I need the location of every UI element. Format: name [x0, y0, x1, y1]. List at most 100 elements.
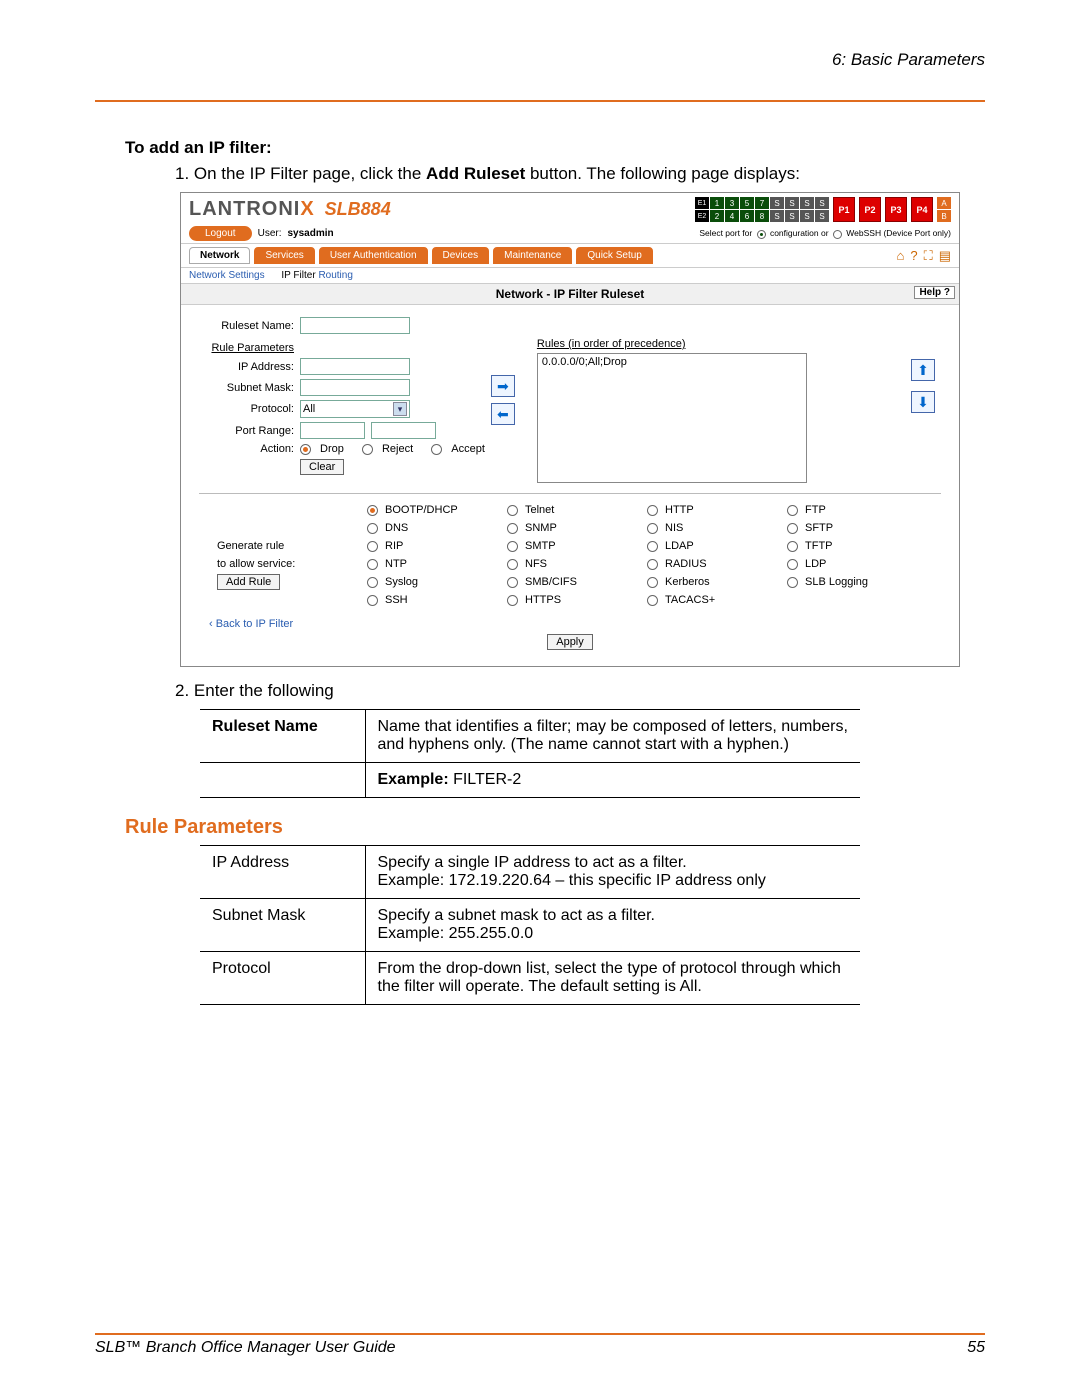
- step1-prefix: 1. On the IP Filter page, click the: [175, 164, 426, 183]
- b-button[interactable]: B: [937, 210, 951, 222]
- p4-button[interactable]: P4: [911, 197, 933, 222]
- radio-service-bootp-dhcp[interactable]: [367, 505, 378, 516]
- radio-config[interactable]: [757, 230, 766, 239]
- protocol-label: Protocol:: [199, 403, 294, 415]
- radio-service-http[interactable]: [647, 505, 658, 516]
- tab-devices[interactable]: Devices: [432, 247, 490, 264]
- radio-service-tacacs-[interactable]: [647, 595, 658, 606]
- radio-webssh[interactable]: [833, 230, 842, 239]
- service-label: NTP: [385, 558, 407, 570]
- port-s2[interactable]: S: [785, 197, 799, 209]
- protocol-select[interactable]: All▾: [300, 400, 410, 418]
- radio-service-slb-logging[interactable]: [787, 577, 798, 588]
- radio-drop[interactable]: [300, 444, 311, 455]
- radio-service-ssh[interactable]: [367, 595, 378, 606]
- port-range-to[interactable]: [371, 422, 436, 439]
- port-3[interactable]: 3: [725, 197, 739, 209]
- radio-service-nis[interactable]: [647, 523, 658, 534]
- ruleset-name-label: Ruleset Name:: [199, 320, 294, 332]
- radio-service-radius[interactable]: [647, 559, 658, 570]
- param-key: Protocol: [200, 952, 365, 1005]
- port-s8[interactable]: S: [815, 210, 829, 222]
- p3-button[interactable]: P3: [885, 197, 907, 222]
- help-icon[interactable]: ?: [910, 248, 917, 263]
- arrow-down-button[interactable]: ⬇: [911, 391, 935, 413]
- radio-service-telnet[interactable]: [507, 505, 518, 516]
- footer-rule: [95, 1333, 985, 1335]
- clear-button[interactable]: Clear: [300, 459, 344, 475]
- subtab-routing[interactable]: Routing: [318, 270, 352, 281]
- protocol-value: All: [303, 403, 315, 415]
- port-1[interactable]: 1: [710, 197, 724, 209]
- arrow-up-button[interactable]: ⬆: [911, 359, 935, 381]
- radio-service-syslog[interactable]: [367, 577, 378, 588]
- rules-listbox[interactable]: 0.0.0.0/0;All;Drop: [537, 353, 807, 483]
- tab-maintenance[interactable]: Maintenance: [493, 247, 572, 264]
- list-icon[interactable]: ▤: [939, 248, 951, 264]
- radio-service-tftp[interactable]: [787, 541, 798, 552]
- pc-web: WebSSH (Device Port only): [844, 228, 951, 238]
- tab-services[interactable]: Services: [254, 247, 314, 264]
- port-s1[interactable]: S: [770, 197, 784, 209]
- radio-accept[interactable]: [431, 444, 442, 455]
- port-8[interactable]: 8: [755, 210, 769, 222]
- ip-address-input[interactable]: [300, 358, 410, 375]
- port-4[interactable]: 4: [725, 210, 739, 222]
- radio-service-kerberos[interactable]: [647, 577, 658, 588]
- radio-service-ftp[interactable]: [787, 505, 798, 516]
- radio-service-rip[interactable]: [367, 541, 378, 552]
- p1-button[interactable]: P1: [833, 197, 855, 222]
- subnet-mask-input[interactable]: [300, 379, 410, 396]
- port-6[interactable]: 6: [740, 210, 754, 222]
- apply-button[interactable]: Apply: [547, 634, 593, 650]
- logout-button[interactable]: Logout: [189, 226, 252, 241]
- model-label: SLB884: [325, 199, 391, 220]
- generate-label: Generate rule: [217, 540, 284, 552]
- port-2[interactable]: 2: [710, 210, 724, 222]
- radio-service-ldp[interactable]: [787, 559, 798, 570]
- radio-service-nfs[interactable]: [507, 559, 518, 570]
- port-s6[interactable]: S: [785, 210, 799, 222]
- t1-example: Example: FILTER-2: [365, 763, 860, 798]
- port-5[interactable]: 5: [740, 197, 754, 209]
- param-key: Subnet Mask: [200, 899, 365, 952]
- service-label: Telnet: [525, 504, 554, 516]
- tab-quick-setup[interactable]: Quick Setup: [576, 247, 652, 264]
- radio-service-ldap[interactable]: [647, 541, 658, 552]
- port-s4[interactable]: S: [815, 197, 829, 209]
- allow-label: to allow service:: [217, 558, 295, 570]
- add-rule-button[interactable]: Add Rule: [217, 574, 280, 590]
- step-2: 2. Enter the following: [175, 681, 985, 701]
- logo-x: X: [300, 198, 314, 220]
- port-s3[interactable]: S: [800, 197, 814, 209]
- subtab-ip-filter[interactable]: IP Filter: [281, 270, 315, 281]
- help-button[interactable]: Help ?: [914, 286, 955, 299]
- port-range-from[interactable]: [300, 422, 365, 439]
- radio-service-dns[interactable]: [367, 523, 378, 534]
- reject-label: Reject: [382, 443, 413, 455]
- arrow-right-button[interactable]: ➡: [491, 375, 515, 397]
- home-icon[interactable]: ⌂: [897, 248, 905, 263]
- port-7[interactable]: 7: [755, 197, 769, 209]
- radio-service-https[interactable]: [507, 595, 518, 606]
- port-s7[interactable]: S: [800, 210, 814, 222]
- ruleset-name-input[interactable]: [300, 317, 410, 334]
- p2-button[interactable]: P2: [859, 197, 881, 222]
- port-s5[interactable]: S: [770, 210, 784, 222]
- radio-service-snmp[interactable]: [507, 523, 518, 534]
- subtab-network-settings[interactable]: Network Settings: [189, 270, 265, 281]
- tab-user-auth[interactable]: User Authentication: [319, 247, 428, 264]
- tab-network[interactable]: Network: [189, 247, 250, 264]
- arrow-left-button[interactable]: ⬅: [491, 403, 515, 425]
- service-label: SNMP: [525, 522, 557, 534]
- a-button[interactable]: A: [937, 197, 951, 209]
- radio-service-smtp[interactable]: [507, 541, 518, 552]
- service-label: TFTP: [805, 540, 833, 552]
- radio-service-smb-cifs[interactable]: [507, 577, 518, 588]
- back-to-ip-filter-link[interactable]: ‹ Back to IP Filter: [209, 618, 293, 630]
- radio-reject[interactable]: [362, 444, 373, 455]
- radio-service-ntp[interactable]: [367, 559, 378, 570]
- expand-icon[interactable]: ⛶: [924, 248, 933, 264]
- radio-service-sftp[interactable]: [787, 523, 798, 534]
- pc-conf: configuration or: [768, 228, 831, 238]
